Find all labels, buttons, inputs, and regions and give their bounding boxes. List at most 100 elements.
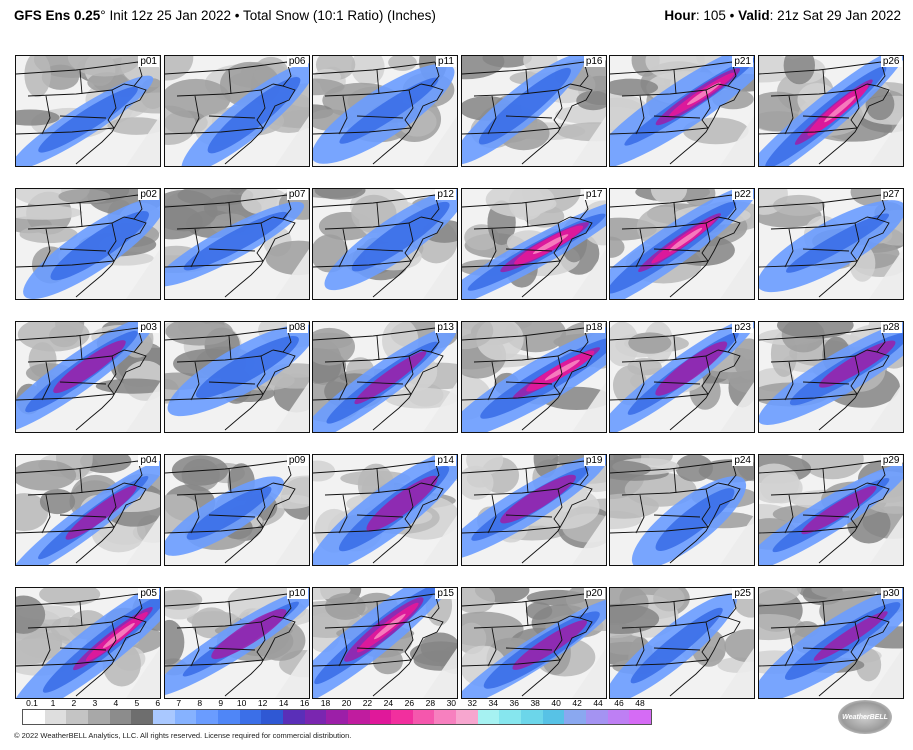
ensemble-member-panel: p30 <box>757 587 904 699</box>
ensemble-member-panel: p16 <box>460 55 607 167</box>
colorbar-tick-label: 3 <box>92 698 98 708</box>
ensemble-member-panel: p08 <box>163 321 310 433</box>
ensemble-member-panel: p04 <box>15 454 161 566</box>
colorbar-tick-label: 10 <box>236 698 247 708</box>
ensemble-member-panel: p09 <box>163 454 310 566</box>
colorbar-swatch <box>131 710 153 724</box>
colorbar-tick-label: 28 <box>425 698 436 708</box>
snowfall-map <box>313 189 457 299</box>
ensemble-member-panel: p07 <box>163 188 310 300</box>
member-label: p03 <box>138 322 159 333</box>
member-label: p04 <box>138 455 159 466</box>
colorbar-swatch <box>391 710 413 724</box>
colorbar-swatch <box>304 710 327 724</box>
colorbar-swatch <box>369 710 392 724</box>
colorbar-swatch <box>66 710 88 724</box>
snowfall-map <box>461 56 606 166</box>
member-label: p06 <box>286 56 308 67</box>
ensemble-member-panel: p22 <box>609 188 755 300</box>
member-label: p13 <box>435 322 456 333</box>
model-name: GFS Ens 0.25 <box>14 8 101 23</box>
snowfall-map <box>758 56 903 166</box>
colorbar-tick-label: 26 <box>404 698 415 708</box>
member-label: p14 <box>435 455 456 466</box>
snowfall-map <box>610 455 754 565</box>
ensemble-member-panel: p03 <box>15 321 161 433</box>
colorbar-swatch <box>521 710 543 724</box>
ensemble-member-panel: p23 <box>609 321 755 433</box>
snowfall-map <box>164 322 309 432</box>
ensemble-member-panel: p01 <box>15 55 161 167</box>
snowfall-map <box>164 455 309 565</box>
colorbar-tick-label: 40 <box>551 698 561 708</box>
member-label: p22 <box>732 189 753 200</box>
colorbar-swatch <box>261 710 283 724</box>
colorbar-swatch <box>564 710 587 724</box>
colorbar-tick-label: 8 <box>197 698 203 708</box>
ensemble-member-panel: p27 <box>757 188 904 300</box>
member-label: p10 <box>286 588 308 599</box>
snowfall-map <box>164 588 309 698</box>
ensemble-member-panel: p25 <box>609 587 755 699</box>
colorbar-swatch <box>586 710 608 724</box>
colorbar-swatch <box>542 710 565 724</box>
colorbar-tick-label: 48 <box>635 698 645 708</box>
colorbar-swatch <box>174 710 197 724</box>
colorbar-swatch <box>412 710 435 724</box>
ensemble-member-panel: p05 <box>15 587 161 699</box>
member-label: p28 <box>880 322 902 333</box>
colorbar-swatch <box>44 710 67 724</box>
member-label: p24 <box>732 455 753 466</box>
colorbar-swatch <box>217 710 240 724</box>
colorbar-tick-label: 24 <box>383 698 394 708</box>
snowfall-map <box>610 588 754 698</box>
colorbar-swatch <box>109 710 132 724</box>
member-label: p11 <box>436 56 456 67</box>
colorbar-swatch <box>152 710 175 724</box>
ensemble-member-panel: p11 <box>312 55 458 167</box>
snowfall-map <box>610 56 754 166</box>
colorbar-tick-label: 36 <box>509 698 519 708</box>
ensemble-member-panel: p19 <box>460 454 607 566</box>
colorbar-swatch <box>629 710 652 724</box>
member-label: p25 <box>732 588 753 599</box>
ensemble-member-panel: p10 <box>163 587 310 699</box>
colorbar-tick-label: 18 <box>320 698 331 708</box>
colorbar-tick-label: 16 <box>299 698 310 708</box>
colorbar-tick-label: 9 <box>218 698 224 708</box>
colorbar-tick-label: 30 <box>446 698 457 708</box>
ensemble-member-panel: p02 <box>15 188 161 300</box>
member-label: p26 <box>880 56 902 67</box>
snowfall-map <box>16 455 160 565</box>
snowfall-map <box>16 189 160 299</box>
colorbar-swatch <box>477 710 500 724</box>
member-label: p20 <box>583 588 605 599</box>
colorbar-tick-label: 7 <box>176 698 182 708</box>
member-label: p01 <box>138 56 159 67</box>
snowfall-map <box>461 455 606 565</box>
snowfall-map <box>758 189 903 299</box>
colorbar-swatch <box>499 710 522 724</box>
ensemble-panel-grid: p01 p06 p11 p16 p21 p26 p02 p07 p12 p17 p22 p27 p03 p… <box>15 55 911 699</box>
snowfall-map <box>164 189 309 299</box>
colorbar-ticks: 0.1 1 2 3 4 5 6 7 8 9 10 12 14 16 18 20 22 24 26 28 30 32 34 36… <box>14 698 674 710</box>
colorbar-tick-label: 14 <box>278 698 289 708</box>
colorbar-tick-label: 1 <box>50 698 56 708</box>
snowfall-map <box>461 588 606 698</box>
snowfall-map <box>313 56 457 166</box>
member-label: p23 <box>732 322 753 333</box>
colorbar-tick-label: 46 <box>614 698 624 708</box>
member-label: p15 <box>435 588 456 599</box>
colorbar-tick-label: 38 <box>530 698 540 708</box>
snowfall-map <box>16 322 160 432</box>
ensemble-member-panel: p28 <box>757 321 904 433</box>
colorbar-swatch <box>434 710 457 724</box>
hour-value: : 105 <box>695 8 726 23</box>
member-label: p18 <box>583 322 605 333</box>
colorbar-swatch <box>23 710 45 724</box>
colorbar-swatch <box>196 710 218 724</box>
ensemble-member-panel: p20 <box>460 587 607 699</box>
snowfall-map <box>758 588 903 698</box>
member-label: p08 <box>286 322 308 333</box>
colorbar-swatch <box>347 710 370 724</box>
